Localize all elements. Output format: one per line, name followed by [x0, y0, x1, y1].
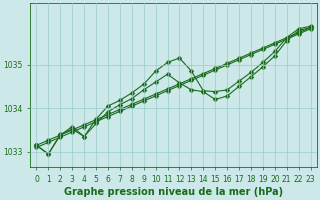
- X-axis label: Graphe pression niveau de la mer (hPa): Graphe pression niveau de la mer (hPa): [64, 187, 283, 197]
